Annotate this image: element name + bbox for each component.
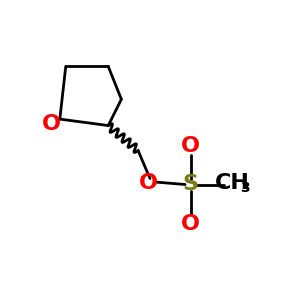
Text: O: O xyxy=(42,115,61,134)
Text: S: S xyxy=(182,175,199,194)
Text: 3: 3 xyxy=(241,181,250,194)
Text: O: O xyxy=(181,214,200,233)
Text: O: O xyxy=(181,136,200,155)
Text: O: O xyxy=(139,173,158,193)
Text: CH: CH xyxy=(215,173,250,193)
